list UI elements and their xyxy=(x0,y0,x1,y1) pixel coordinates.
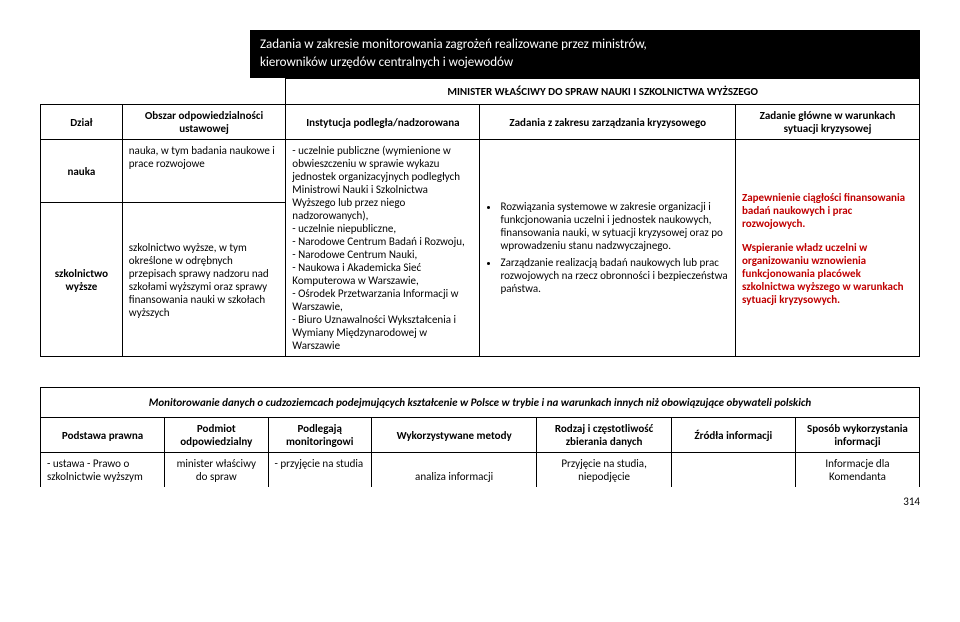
table1-header-row: Dział Obszar odpowiedzialności ustawowej… xyxy=(41,105,920,140)
header-zadania: Zadania z zakresu zarządzania kryzysoweg… xyxy=(480,105,736,140)
header-instytucja: Instytucja podległa/nadzorowana xyxy=(286,105,480,140)
dzial-nauka: nauka xyxy=(41,140,123,202)
t2-h-rodzaj: Rodzaj i częstotliwość zbierania danych xyxy=(537,418,671,453)
zadanie-bullet-2: Zarządzanie realizacją badań naukowych l… xyxy=(500,256,729,295)
header-obszar: Obszar odpowiedzialności ustawowej xyxy=(122,105,286,140)
t2-rodzaj: Przyjęcie na studia, niepodjęcie xyxy=(537,453,671,488)
obszar-szkolnictwo: szkolnictwo wyższe, w tym określone w od… xyxy=(122,202,286,357)
t2-h-zrodla: Źródła informacji xyxy=(671,418,795,453)
monitoring-table: Monitorowanie danych o cudzoziemcach pod… xyxy=(40,387,920,487)
table2-header-row: Podstawa prawna Podmiot odpowiedzialny P… xyxy=(41,418,920,453)
title-line-1: Zadania w zakresie monitorowania zagroże… xyxy=(260,37,647,52)
page-title: Zadania w zakresie monitorowania zagroże… xyxy=(250,30,920,78)
t2-sposob: Informacje dla Komendanta xyxy=(795,453,919,488)
t2-podlegaja: - przyjęcie na studia xyxy=(268,453,371,488)
header-zadanie-glowne: Zadanie główne w warunkach sytuacji kryz… xyxy=(736,105,920,140)
table1-row-nauka: nauka nauka, w tym badania naukowe i pra… xyxy=(41,140,920,202)
t2-podstawa: - ustawa - Prawo o szkolnictwie wyższym xyxy=(41,453,165,488)
t2-metody: analiza informacji xyxy=(371,453,536,488)
zadanie-bullet-1: Rozwiązania systemowe w zakresie organiz… xyxy=(500,200,729,252)
zadanie-glowne-2: Wspieranie władz uczelni w organizowaniu… xyxy=(742,241,913,306)
t2-h-podstawa: Podstawa prawna xyxy=(41,418,165,453)
instytucja-cell: - uczelnie publiczne (wymienione w obwie… xyxy=(286,140,480,357)
header-dzial: Dział xyxy=(41,105,123,140)
t2-podmiot: minister właściwy do spraw xyxy=(165,453,268,488)
minister-title: MINISTER WŁAŚCIWY DO SPRAW NAUKI I SZKOL… xyxy=(286,79,920,105)
t2-h-podlegaja: Podlegają monitoringowi xyxy=(268,418,371,453)
t2-h-sposob: Sposób wykorzystania informacji xyxy=(795,418,919,453)
table2-row-1: - ustawa - Prawo o szkolnictwie wyższym … xyxy=(41,453,920,488)
dzial-szkolnictwo: szkolnictwo wyższe xyxy=(41,202,123,357)
t2-h-metody: Wykorzystywane metody xyxy=(371,418,536,453)
table2-subtitle: Monitorowanie danych o cudzoziemcach pod… xyxy=(41,388,920,418)
page-number: 314 xyxy=(40,495,920,508)
minister-row: MINISTER WŁAŚCIWY DO SPRAW NAUKI I SZKOL… xyxy=(41,79,920,105)
tasks-table: MINISTER WŁAŚCIWY DO SPRAW NAUKI I SZKOL… xyxy=(40,78,920,357)
zadanie-glowne-1: Zapewnienie ciągłości finansowania badań… xyxy=(742,191,913,230)
t2-zrodla xyxy=(671,453,795,488)
zadanie-glowne-cell: Zapewnienie ciągłości finansowania badań… xyxy=(736,140,920,357)
table2-subtitle-row: Monitorowanie danych o cudzoziemcach pod… xyxy=(41,388,920,418)
obszar-nauka: nauka, w tym badania naukowe i prace roz… xyxy=(122,140,286,202)
t2-h-podmiot: Podmiot odpowiedzialny xyxy=(165,418,268,453)
title-line-2: kierowników urzędów centralnych i wojewo… xyxy=(260,55,513,70)
zadania-cell: Rozwiązania systemowe w zakresie organiz… xyxy=(480,140,736,357)
